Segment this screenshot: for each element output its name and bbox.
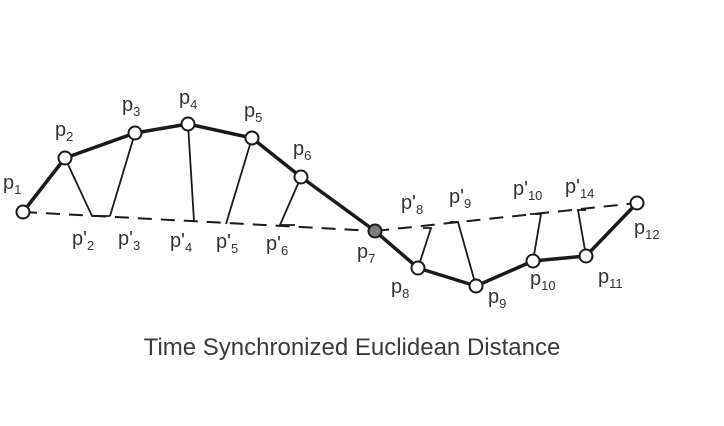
dashed-segment-p1-p7 [22, 211, 376, 232]
trajectory-points [15, 116, 645, 294]
label-p5: p5 [244, 100, 262, 125]
point-labels: p1 p2 p3 p4 p5 p6 p7 p8 p9 p10 p11 p12 [3, 87, 660, 311]
point-p9 [468, 278, 484, 294]
label-p4: p4 [179, 87, 197, 112]
point-p6 [293, 169, 309, 185]
original-trajectory [21, 122, 639, 288]
distance-connectors [64, 123, 587, 287]
connector-p2 [64, 157, 110, 217]
point-p4 [180, 116, 196, 132]
label-p1: p1 [3, 172, 21, 197]
point-p3 [127, 125, 143, 141]
label-p2: p2 [55, 119, 73, 144]
connector-p4 [187, 123, 195, 222]
point-p2 [57, 150, 73, 166]
label-p-prime-6: p'6 [266, 233, 288, 258]
point-p5 [244, 130, 260, 146]
connector-p10 [530, 213, 543, 262]
label-p-prime-3: p'3 [118, 228, 140, 253]
connector-p8 [417, 227, 433, 269]
label-p8: p8 [391, 276, 409, 301]
label-p-prime-10: p'10 [513, 178, 542, 203]
point-p7 [367, 223, 383, 239]
connector-p11 [576, 209, 587, 257]
label-p-prime-4: p'4 [170, 230, 192, 255]
label-p-prime-9: p'9 [449, 186, 471, 211]
connector-p3 [109, 132, 136, 217]
label-p-prime-8: p'8 [401, 192, 423, 217]
label-p-prime-2: p'2 [72, 228, 94, 253]
label-p6: p6 [293, 138, 311, 163]
label-p11: p11 [598, 266, 623, 291]
connector-p6 [278, 176, 302, 226]
label-p7: p7 [357, 241, 375, 266]
label-p-prime-5: p'5 [216, 231, 238, 256]
label-p9: p9 [488, 286, 506, 311]
connector-p9 [450, 221, 477, 287]
dashed-segment-p7-p12 [374, 202, 638, 232]
label-p10: p10 [530, 268, 556, 293]
point-p11 [578, 248, 594, 264]
point-p12 [629, 195, 645, 211]
point-p1 [15, 204, 31, 220]
point-p10 [525, 253, 541, 269]
approximation-lines [22, 202, 638, 232]
label-p-prime-14: p'14 [565, 176, 594, 201]
projected-point-labels: p'2 p'3 p'4 p'5 p'6 p'8 p'9 p'10 p'14 [72, 176, 594, 258]
point-p8 [410, 260, 426, 276]
label-p3: p3 [122, 94, 140, 119]
diagram-caption: Time Synchronized Euclidean Distance [144, 334, 561, 361]
connector-p5 [225, 137, 253, 225]
label-p12: p12 [634, 217, 660, 242]
